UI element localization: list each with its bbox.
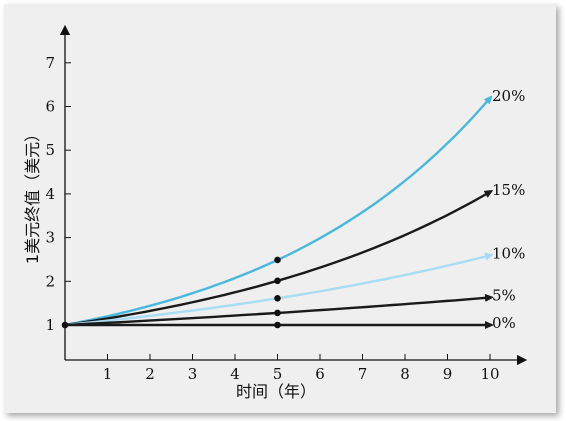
x-tick-label: 5 [273, 365, 283, 383]
series-label-10pct: 10% [492, 244, 525, 262]
x-tick-label: 2 [145, 365, 155, 383]
data-point [274, 277, 281, 285]
y-tick-label: 4 [45, 185, 55, 203]
data-point [274, 321, 281, 329]
data-point [274, 309, 281, 317]
x-tick-label: 10 [480, 365, 499, 383]
x-axis-title: 时间（年） [236, 382, 316, 401]
series-curves [64, 98, 490, 327]
x-tick-label: 4 [230, 365, 240, 383]
y-tick-label: 1 [45, 316, 55, 334]
series-label-20pct: 20% [492, 87, 525, 105]
series-label-5pct: 5% [492, 287, 516, 305]
data-point [274, 256, 281, 264]
x-tick-label: 6 [315, 365, 325, 383]
x-tick-label: 7 [358, 365, 368, 383]
series-label-15pct: 15% [492, 181, 525, 199]
x-tick-label: 9 [443, 365, 453, 383]
data-point [274, 294, 281, 302]
data-markers [61, 256, 281, 329]
data-point [61, 321, 69, 329]
series-label-0pct: 0% [492, 314, 516, 332]
series-line-20pct [64, 98, 490, 327]
y-tick-label: 6 [45, 98, 55, 116]
series-labels: 20% 15% 10% 5% 0% [492, 87, 525, 332]
chart-frame [4, 4, 556, 413]
y-axis-title: 1美元终值（美元） [23, 126, 42, 264]
y-tick-label: 5 [45, 141, 55, 159]
y-tick-label: 3 [45, 229, 55, 247]
y-tick-label: 7 [45, 54, 55, 72]
x-tick-label: 3 [188, 365, 198, 383]
x-tick-label: 8 [400, 365, 410, 383]
x-tick-label: 1 [103, 365, 113, 383]
axes: 1 2 3 4 5 6 7 8 9 10 1 2 3 4 5 6 7 [45, 24, 528, 383]
y-tick-label: 2 [45, 272, 55, 290]
